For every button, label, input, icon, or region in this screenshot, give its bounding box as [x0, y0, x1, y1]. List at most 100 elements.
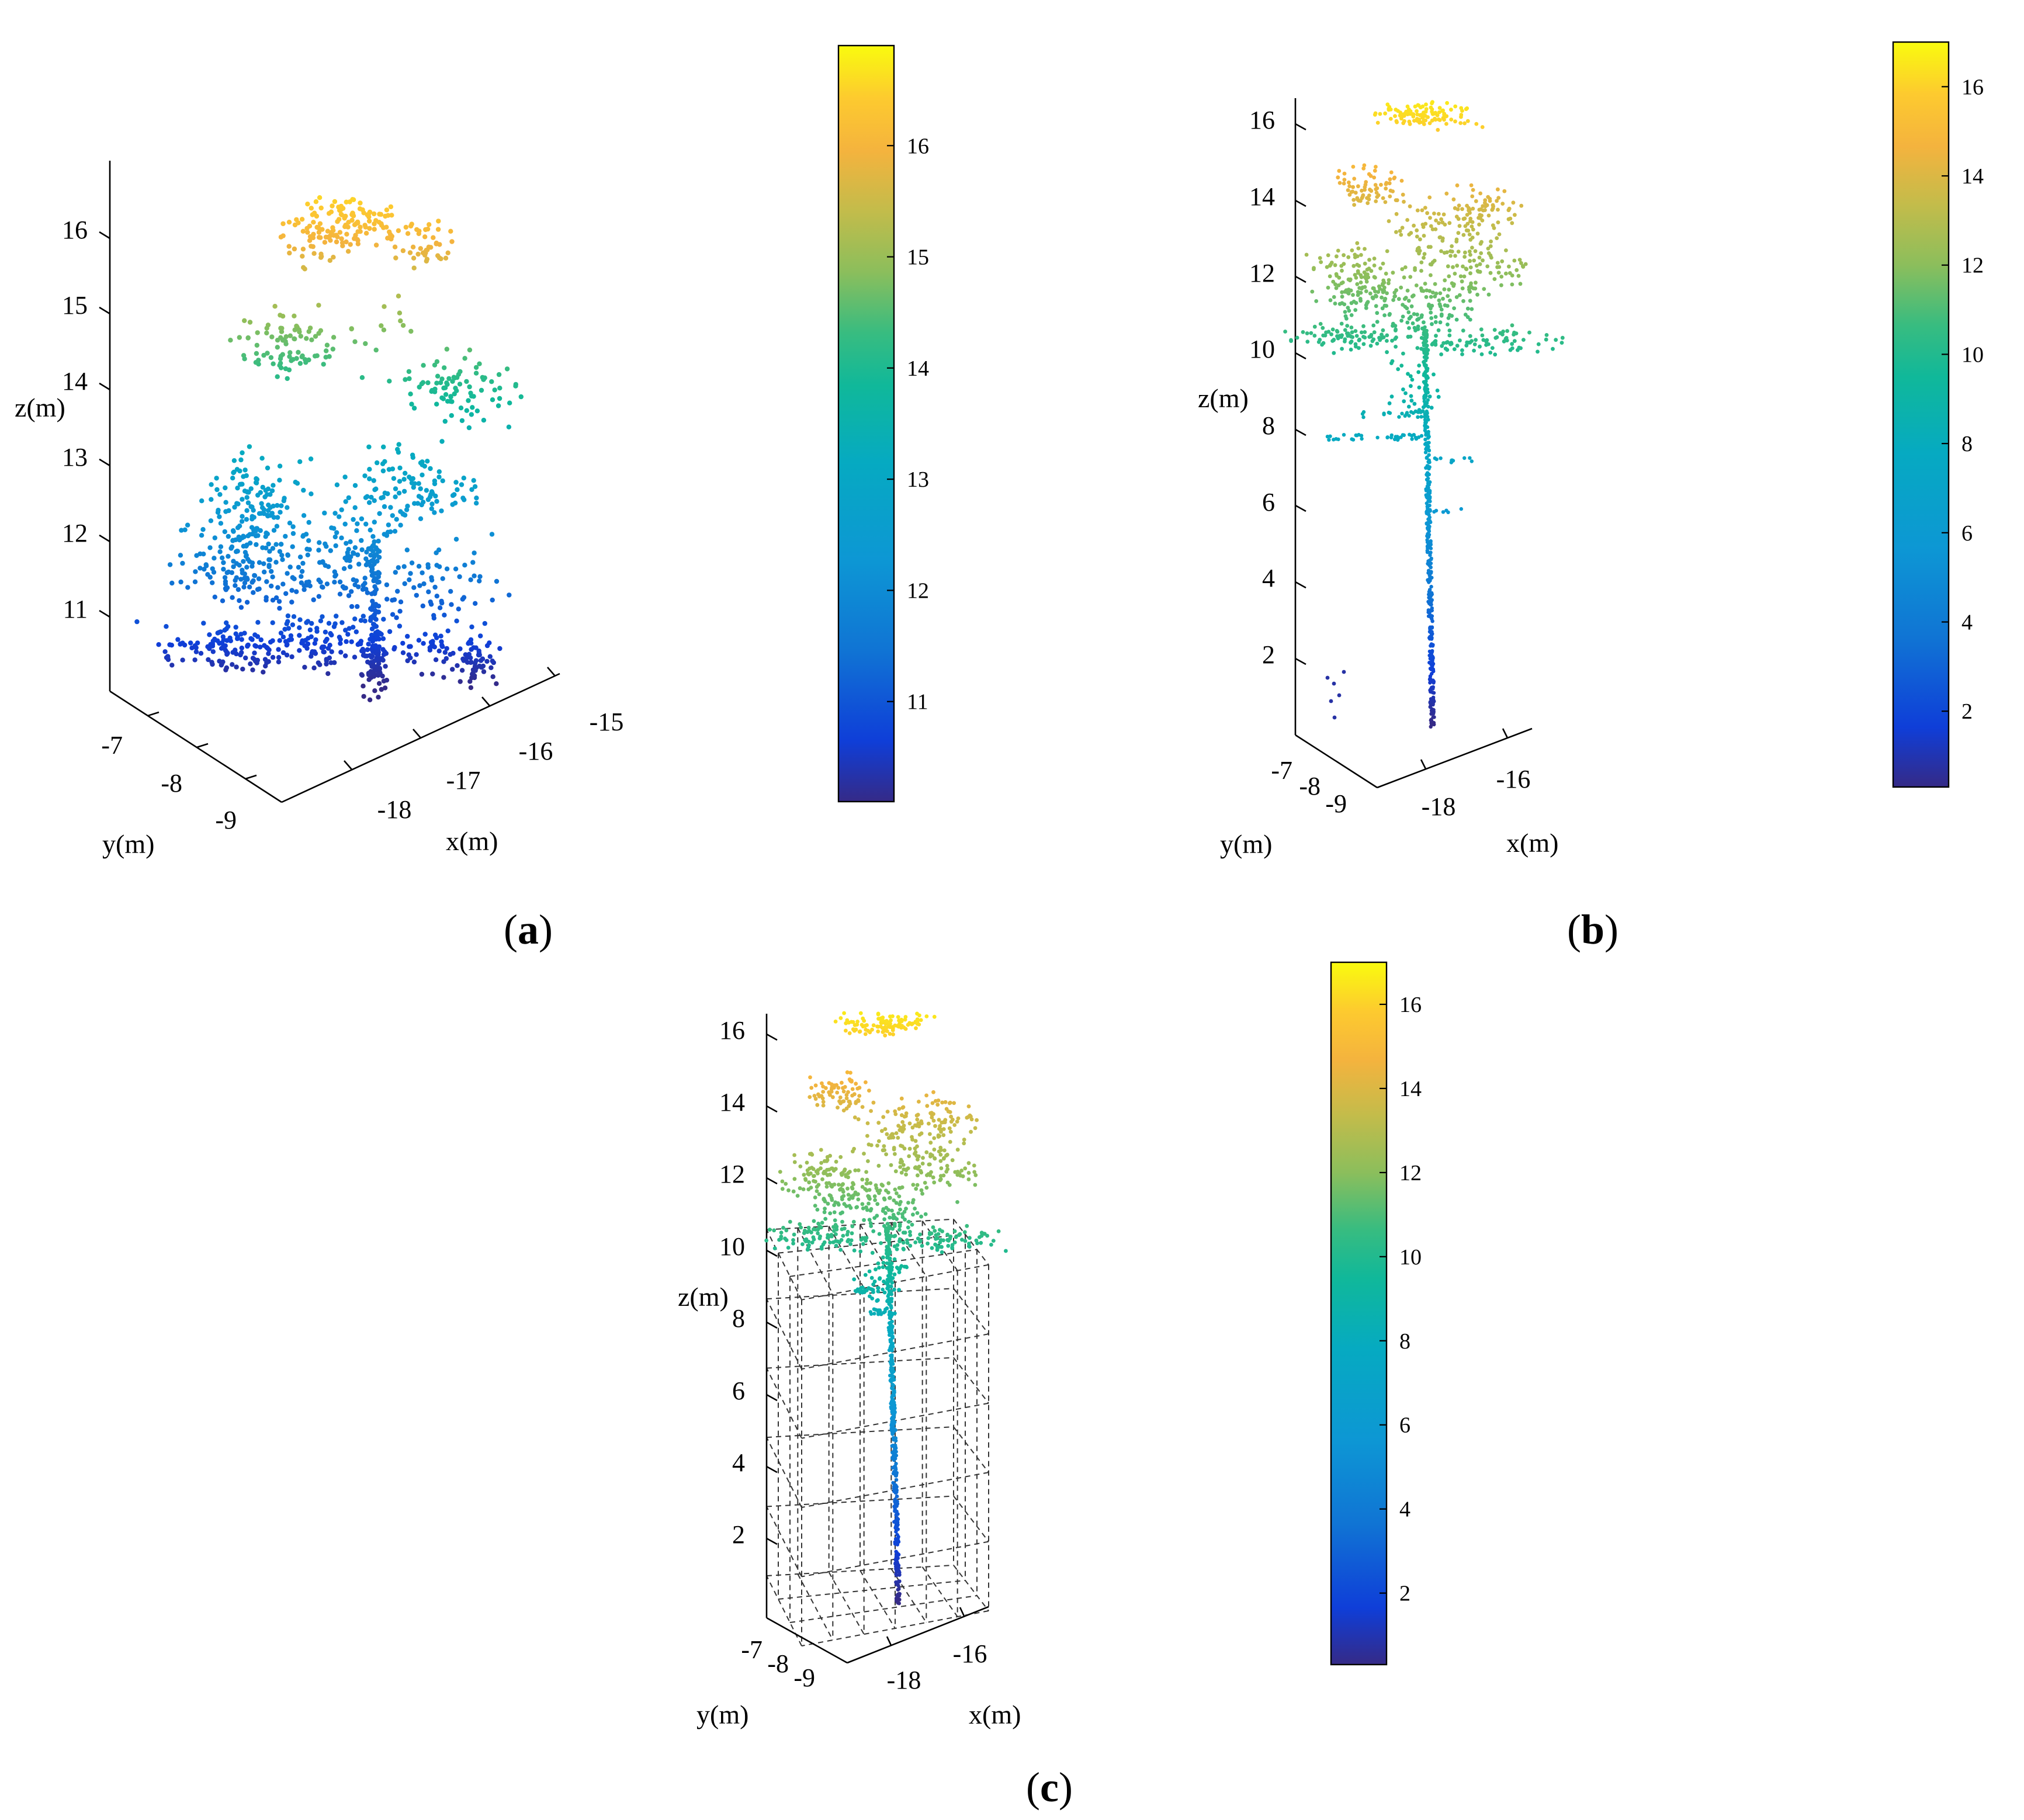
data-point [891, 1455, 895, 1460]
data-point [388, 529, 393, 535]
data-point [1544, 333, 1549, 337]
data-point [1499, 275, 1504, 279]
data-point [821, 1090, 826, 1094]
panel-c: 2 4 6 8 10 12 14 16 -7 -8 -9 -18 -16 z(m… [678, 961, 1422, 1811]
data-point [945, 1232, 949, 1237]
data-point [968, 1236, 972, 1240]
data-point [1455, 183, 1460, 188]
data-point [405, 504, 410, 509]
data-point [895, 1537, 899, 1542]
data-point [206, 657, 211, 663]
data-point [1474, 199, 1478, 203]
data-point [1399, 285, 1403, 290]
data-point [1391, 189, 1395, 193]
data-point [340, 584, 346, 590]
data-point [317, 540, 322, 545]
data-point [1424, 431, 1429, 435]
data-point [423, 250, 428, 255]
colorbar-tick-label: 8 [1961, 432, 1973, 456]
data-point [1462, 216, 1467, 221]
data-point [1470, 339, 1474, 343]
data-point [1428, 657, 1432, 661]
data-point [1425, 387, 1430, 391]
data-point [1425, 501, 1429, 505]
data-point [916, 1112, 920, 1117]
data-point [851, 1020, 855, 1024]
data-point [402, 581, 407, 587]
data-point [324, 658, 329, 664]
data-point [1430, 663, 1434, 668]
data-point [891, 1344, 895, 1348]
data-point [1460, 286, 1465, 290]
data-point [824, 1184, 829, 1189]
data-point [816, 1228, 820, 1232]
data-point [821, 1242, 826, 1247]
data-point [306, 579, 311, 585]
data-point [497, 396, 502, 401]
data-point [1458, 338, 1462, 343]
data-point [915, 1183, 920, 1187]
data-point [292, 313, 297, 318]
data-point [1349, 348, 1353, 352]
data-point [827, 1181, 831, 1185]
data-point [348, 554, 353, 560]
data-point [276, 655, 282, 660]
data-point [1475, 292, 1479, 297]
data-point [372, 487, 377, 493]
data-point [854, 1022, 859, 1027]
data-point [878, 1277, 882, 1281]
data-point [1350, 248, 1354, 252]
data-point [889, 1163, 893, 1167]
data-point [180, 657, 185, 663]
voxel-grid-line [890, 1222, 927, 1277]
data-point [1376, 290, 1381, 294]
data-point [807, 1095, 812, 1099]
data-point [286, 220, 292, 225]
data-point [273, 560, 279, 565]
data-point [955, 1200, 959, 1204]
data-point [408, 476, 414, 482]
data-point [392, 529, 398, 534]
data-point [1378, 266, 1382, 271]
data-point [349, 326, 354, 332]
data-point [895, 1247, 899, 1252]
data-point [271, 361, 276, 366]
data-point [387, 379, 392, 384]
data-point [436, 649, 442, 654]
data-point [1004, 1249, 1008, 1253]
data-point [848, 1170, 852, 1174]
data-point [1442, 113, 1447, 117]
data-point [1408, 122, 1412, 126]
data-point [490, 397, 495, 403]
data-point [928, 1152, 933, 1156]
data-point [938, 1145, 943, 1150]
data-point [923, 1212, 928, 1216]
data-point [267, 557, 273, 563]
data-point [1350, 437, 1354, 441]
data-point [893, 1152, 897, 1156]
data-point [1331, 279, 1336, 284]
data-point [169, 580, 175, 586]
data-point [197, 551, 203, 557]
data-point [1439, 313, 1444, 318]
data-point [1419, 410, 1423, 414]
data-point [278, 353, 283, 359]
data-point [398, 599, 404, 605]
data-point [415, 501, 421, 506]
data-point [448, 589, 453, 594]
data-point [272, 304, 278, 309]
x-tick-label: -16 [519, 737, 553, 765]
data-point [805, 1230, 810, 1235]
data-point [1336, 248, 1340, 253]
data-point [1517, 258, 1522, 262]
data-point [324, 342, 330, 348]
data-point [418, 246, 423, 251]
data-point [366, 500, 372, 505]
data-point [356, 561, 362, 567]
data-point [226, 624, 231, 629]
data-point [944, 1169, 949, 1174]
y-axis-label-c: y(m) [696, 1700, 748, 1729]
data-point [210, 580, 215, 585]
data-point [387, 629, 393, 635]
data-point [1422, 320, 1426, 325]
